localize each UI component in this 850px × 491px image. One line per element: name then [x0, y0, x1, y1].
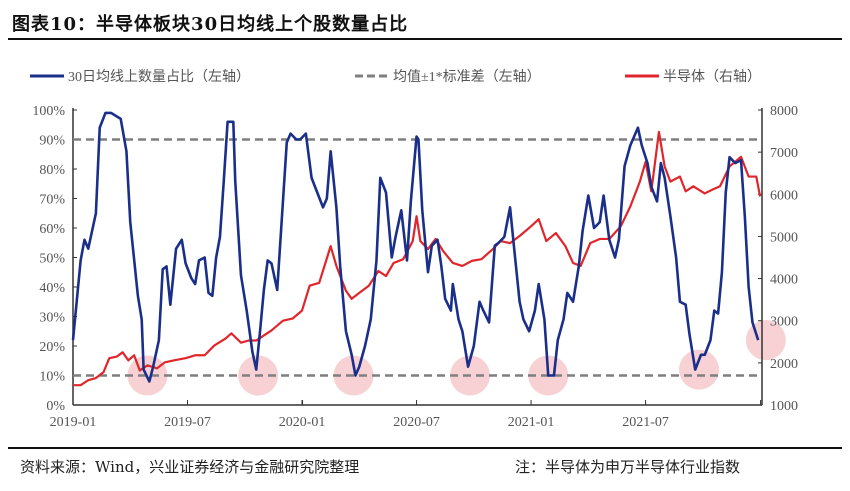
- legend-label: 均值±1*标准差（左轴）: [393, 69, 541, 85]
- legend-label: 半导体（右轴）: [663, 69, 761, 85]
- left-tick-label: 10%: [39, 370, 65, 385]
- semiconductor-index-line: [73, 130, 762, 387]
- x-tick-label: 2021-07: [622, 415, 669, 430]
- right-tick-label: 6000: [770, 188, 798, 203]
- x-tick-label: 2019-07: [164, 415, 211, 430]
- index-note: 注：半导体为申万半导体行业指数: [515, 458, 741, 476]
- right-tick-label: 3000: [770, 315, 798, 330]
- highlight-circle: [679, 349, 720, 390]
- right-tick-label: 2000: [770, 357, 798, 372]
- left-tick-label: 70%: [39, 193, 65, 208]
- left-tick-label: 40%: [39, 281, 65, 296]
- footer-rule: [8, 447, 842, 449]
- right-tick-label: 1000: [770, 399, 798, 414]
- x-tick-label: 2021-01: [508, 415, 555, 430]
- left-tick-label: 20%: [39, 340, 65, 355]
- left-tick-label: 60%: [39, 222, 65, 237]
- title-rule: [8, 38, 842, 40]
- right-tick-label: 4000: [770, 273, 798, 288]
- left-tick-label: 0%: [46, 399, 65, 414]
- left-tick-label: 80%: [39, 163, 65, 178]
- x-tick-label: 2019-01: [50, 415, 97, 430]
- right-tick-label: 8000: [770, 104, 798, 119]
- above-ma30-ratio-line: [71, 111, 760, 383]
- right-tick-label: 7000: [770, 146, 798, 161]
- right-tick-label: 5000: [770, 230, 798, 245]
- legend-label: 30日均线上数量占比（左轴）: [68, 69, 250, 85]
- x-tick-label: 2020-01: [279, 415, 326, 430]
- left-tick-label: 50%: [39, 252, 65, 267]
- source-note: 资料来源：Wind，兴业证券经济与金融研究院整理: [20, 458, 360, 476]
- left-tick-label: 90%: [39, 134, 65, 149]
- left-tick-label: 100%: [32, 104, 65, 119]
- x-tick-label: 2020-07: [393, 415, 440, 430]
- figure-title: 图表10：半导体板块30日均线上个股数量占比: [12, 14, 409, 35]
- left-tick-label: 30%: [39, 311, 65, 326]
